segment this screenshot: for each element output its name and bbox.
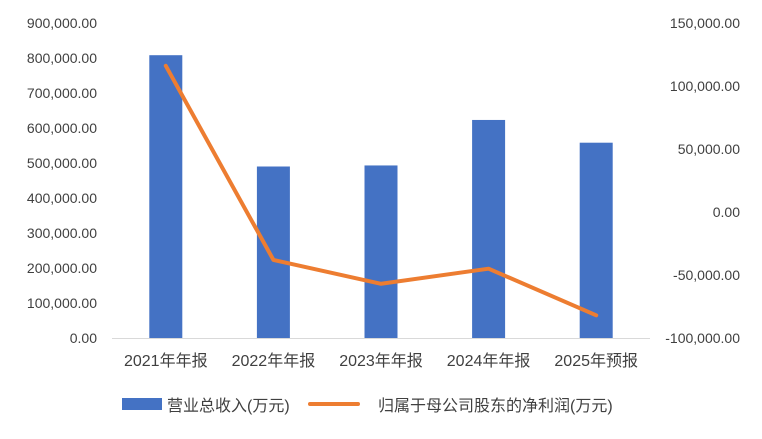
legend-swatch-bar <box>122 398 162 410</box>
category-label: 2025年预报 <box>554 352 638 370</box>
right-axis-ticks: 150,000.00 100,000.00 50,000.00 0.00 -50,000… <box>665 15 740 346</box>
left-axis-tick-label: 100,000.00 <box>27 295 97 311</box>
left-axis-tick-label: 0.00 <box>70 330 97 346</box>
bar <box>472 120 505 338</box>
left-axis-tick-label: 800,000.00 <box>27 50 97 66</box>
left-axis-tick-label: 500,000.00 <box>27 155 97 171</box>
bar <box>365 165 398 338</box>
category-label: 2021年年报 <box>124 352 208 370</box>
left-axis-tick-label: 900,000.00 <box>27 15 97 31</box>
legend: 营业总收入(万元) 归属于母公司股东的净利润(万元) <box>122 397 613 415</box>
right-axis-tick-label: -100,000.00 <box>665 330 740 346</box>
right-axis-tick-label: 150,000.00 <box>670 15 740 31</box>
right-axis-tick-label: -50,000.00 <box>673 267 740 283</box>
left-axis-tick-label: 600,000.00 <box>27 120 97 136</box>
left-axis-tick-label: 400,000.00 <box>27 190 97 206</box>
legend-label: 营业总收入(万元) <box>167 397 290 415</box>
right-axis-tick-label: 100,000.00 <box>670 78 740 94</box>
bar-series <box>149 55 612 338</box>
category-labels: 2021年年报 2022年年报 2023年年报 2024年年报 2025年预报 <box>124 352 638 370</box>
left-axis-ticks: 900,000.00 800,000.00 700,000.00 600,000.00… <box>27 15 97 346</box>
bar <box>149 55 182 338</box>
bar <box>257 167 290 339</box>
watermark-text: 搜狐号 | 诗与星空 <box>660 406 756 421</box>
category-label: 2024年年报 <box>447 352 531 370</box>
right-axis-tick-label: 0.00 <box>713 204 740 220</box>
category-label: 2023年年报 <box>339 352 423 370</box>
left-axis-tick-label: 300,000.00 <box>27 225 97 241</box>
left-axis-tick-label: 700,000.00 <box>27 85 97 101</box>
category-label: 2022年年报 <box>232 352 316 370</box>
right-axis-tick-label: 50,000.00 <box>678 141 740 157</box>
legend-label: 归属于母公司股东的净利润(万元) <box>378 397 613 415</box>
left-axis-tick-label: 200,000.00 <box>27 260 97 276</box>
